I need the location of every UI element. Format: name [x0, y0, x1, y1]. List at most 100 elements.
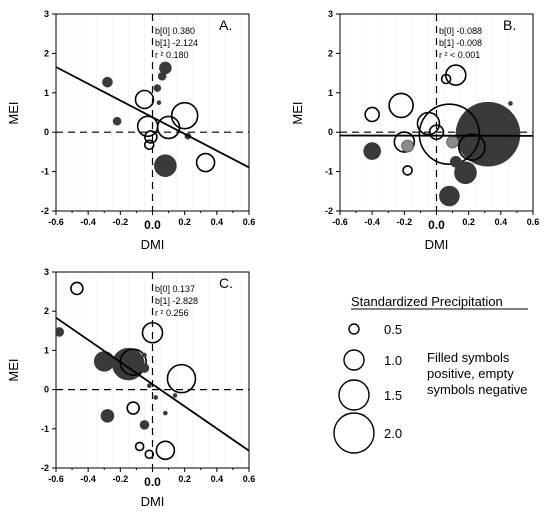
y-tick-label: 1 [44, 345, 49, 355]
x-axis-label: DMI [141, 494, 165, 509]
negative-point [144, 449, 155, 460]
legend-note: Filled symbols [427, 350, 510, 365]
negative-point [428, 124, 445, 140]
x-tick-label: -0.6 [48, 217, 64, 227]
panel-a: -0.6 -0.4 -0.2 0.0 0.2 0.4 0.6 -2 -1 0 1 2 3 DMI MEI A.… [6, 9, 255, 252]
y-tick-label: 2 [328, 48, 333, 58]
x-tick-label: 0.2 [178, 474, 191, 484]
legend-symbol [338, 379, 370, 411]
regression-stat: b[1] -2.124 [155, 38, 198, 48]
legend-size-label: 1.0 [384, 353, 402, 368]
negative-point [166, 363, 197, 394]
negative-point [458, 133, 486, 161]
negative-point [416, 111, 441, 136]
panel-letter: A. [219, 17, 232, 33]
negative-point [170, 101, 199, 130]
positive-point [153, 395, 159, 400]
y-tick-label: 0 [44, 127, 49, 137]
x-tick-label: 0.4 [495, 217, 508, 227]
x-tick-label: -0.4 [364, 217, 380, 227]
negative-point [136, 115, 159, 138]
regression-stat: r ² < 0.001 [439, 50, 480, 60]
x-axis-label: DMI [141, 237, 165, 252]
x-tick-label: -0.2 [113, 217, 129, 227]
positive-point [139, 420, 150, 430]
regression-stat: b[0] 0.137 [155, 284, 195, 294]
positive-point [146, 383, 152, 388]
negative-point [134, 441, 145, 452]
x-tick-label: -0.2 [397, 217, 413, 227]
negative-point [393, 131, 416, 153]
y-axis-label: MEI [290, 101, 305, 124]
y-tick-label: 2 [44, 306, 49, 316]
negative-point [155, 440, 176, 461]
positive-point [449, 155, 462, 168]
x-axis-label: DMI [425, 237, 449, 252]
y-tick-label: -2 [41, 206, 49, 216]
positive-point [56, 327, 65, 337]
negative-point [144, 130, 158, 144]
points-group [56, 281, 249, 461]
negative-point [126, 401, 140, 415]
y-tick-label: 3 [44, 267, 49, 277]
legend-note: symbols negative [427, 382, 527, 397]
positive-point [156, 100, 162, 105]
x-tick-label: 0.4 [211, 217, 224, 227]
negative-point [364, 106, 380, 123]
positive-point [139, 363, 150, 373]
legend: Standardized Precipitation 0.5 1.0 1.5 2.0 Fi… [333, 294, 528, 454]
negative-point [388, 92, 414, 119]
legend-size-label: 1.5 [384, 388, 402, 403]
negative-point [440, 73, 452, 85]
x-tick-label: -0.2 [113, 474, 129, 484]
y-tick-label: -1 [41, 167, 49, 177]
x-tick-label: 0.6 [527, 217, 540, 227]
points-group [56, 61, 249, 177]
regression-stat: b[1] -2.828 [155, 296, 198, 306]
legend-symbol [348, 323, 360, 335]
regression-stat: b[1] -0.008 [439, 38, 482, 48]
x-tick-label: -0.4 [80, 217, 96, 227]
positive-point [401, 139, 414, 153]
y-tick-label: 0 [328, 127, 333, 137]
y-axis-label: MEI [6, 101, 21, 124]
positive-point [508, 101, 513, 106]
positive-point [454, 161, 477, 185]
positive-point [157, 71, 167, 81]
y-tick-label: -1 [41, 424, 49, 434]
negative-point [141, 321, 164, 344]
regression-line [56, 316, 249, 452]
regression-stat: b[0] 0.380 [155, 26, 195, 36]
y-tick-label: 3 [328, 9, 333, 19]
positive-point [455, 101, 521, 167]
y-tick-label: 0 [44, 385, 49, 395]
x-tick-label: 0.6 [243, 217, 256, 227]
x-tick-label: -0.4 [80, 474, 96, 484]
panel-letter: C. [219, 275, 233, 291]
positive-point [446, 135, 459, 149]
y-tick-label: -2 [325, 206, 333, 216]
y-tick-label: 3 [44, 9, 49, 19]
panel-c: -0.6 -0.4 -0.2 0.0 0.2 0.4 0.6 -2 -1 0 1 2 3 DMI MEI C.… [6, 267, 255, 509]
y-tick-label: 2 [44, 48, 49, 58]
regression-line [56, 66, 249, 169]
regression-stat: r ² 0.256 [155, 308, 189, 318]
panel-b: -0.6 -0.4 -0.2 0.0 0.2 0.4 0.6 -2 -1 0 1 2 3 DMI MEI B.… [290, 9, 539, 252]
negative-point [195, 152, 216, 173]
negative-point [418, 103, 481, 165]
positive-point [439, 185, 460, 207]
x-tick-label: 0.2 [178, 217, 191, 227]
points-group [340, 64, 533, 207]
x-tick-label: 0.0 [144, 218, 161, 232]
positive-point [112, 116, 122, 126]
y-tick-label: -2 [41, 463, 49, 473]
legend-symbol [343, 349, 365, 371]
legend-size-label: 2.0 [384, 426, 402, 441]
positive-point [153, 84, 162, 92]
positive-point [93, 351, 115, 372]
negative-point [143, 139, 155, 151]
panel-letter: B. [503, 17, 516, 33]
x-tick-label: 0.0 [428, 218, 445, 232]
regression-stat: r ² 0.180 [155, 50, 189, 60]
